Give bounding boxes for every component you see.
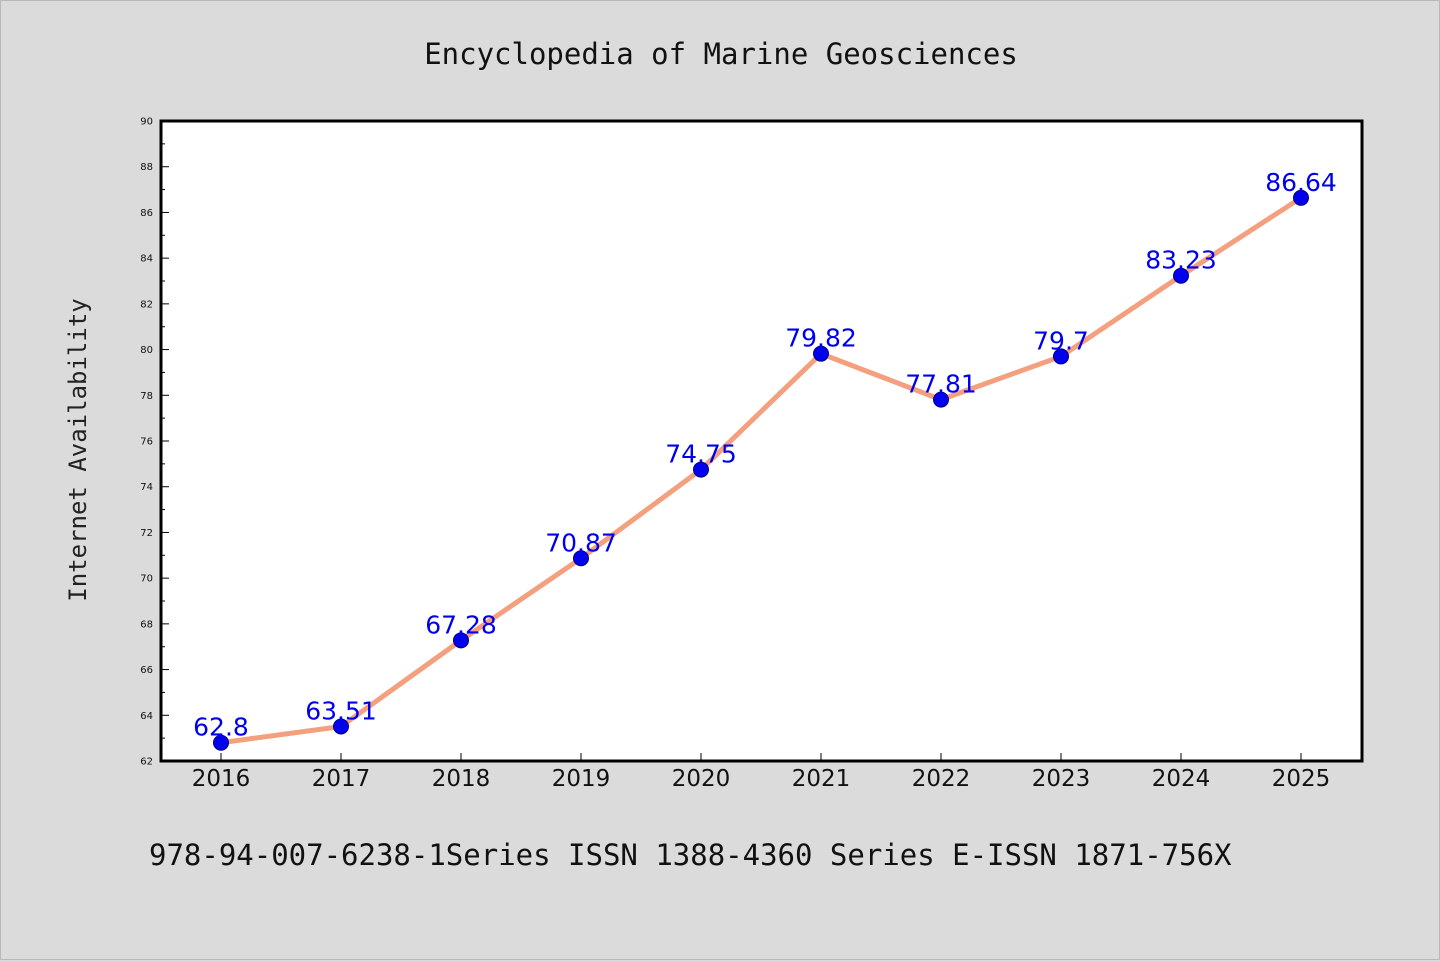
x-tick-label: 2023: [1032, 766, 1091, 792]
data-point-marker: [813, 345, 829, 362]
data-label: 79.82: [785, 324, 857, 353]
x-tick-label: 2025: [1272, 766, 1331, 792]
y-tick-label: 82: [140, 299, 153, 310]
isbn-issn-footer: 978-94-007-6238-1Series ISSN 1388-4360 S…: [149, 838, 1232, 872]
data-label: 77.81: [905, 370, 977, 399]
y-tick-label: 80: [140, 345, 153, 356]
data-point-marker: [453, 632, 469, 649]
y-tick-label: 78: [140, 391, 153, 402]
y-tick-label: 62: [140, 757, 153, 768]
data-label: 62.8: [193, 713, 249, 742]
x-tick-label: 2020: [672, 766, 731, 792]
data-point-marker: [693, 461, 709, 478]
data-label: 79.7: [1033, 326, 1089, 355]
data-point-marker: [573, 550, 589, 567]
data-point-marker: [1053, 348, 1069, 365]
y-axis-label: Internet Availability: [64, 298, 92, 601]
y-tick-label: 84: [140, 254, 153, 265]
data-label: 86.64: [1265, 168, 1337, 197]
x-tick-label: 2018: [432, 766, 491, 792]
data-point-marker: [333, 718, 349, 735]
x-tick-label: 2016: [192, 766, 251, 792]
y-tick-label: 64: [140, 711, 153, 722]
y-tick-label: 68: [140, 619, 153, 630]
y-tick-label: 70: [140, 574, 153, 585]
plot-frame: [159, 119, 1364, 763]
data-label: 83.23: [1145, 246, 1217, 275]
y-tick-label: 74: [140, 482, 153, 493]
data-label: 74.75: [665, 440, 737, 469]
data-label: 70.87: [545, 528, 617, 557]
data-point-marker: [933, 391, 949, 408]
y-tick-label: 66: [140, 665, 153, 676]
x-tick-label: 2022: [912, 766, 971, 792]
x-tick-label: 2017: [312, 766, 371, 792]
data-label: 63.51: [305, 696, 377, 725]
y-tick-label: 90: [140, 117, 153, 128]
plot-area: 62 64 66 68 70 72 74 76 78 80 82 84 86 88 90 2016 2017 20…: [140, 117, 1364, 792]
series-line: [218, 195, 1304, 746]
data-label: 67.28: [425, 610, 497, 639]
y-tick-label: 76: [140, 437, 153, 448]
x-tick-label: 2019: [552, 766, 611, 792]
y-tick-label: 86: [140, 208, 153, 219]
y-tick-label: 88: [140, 162, 153, 173]
x-tick-label: 2024: [1152, 766, 1211, 792]
chart-title: Encyclopedia of Marine Geosciences: [424, 37, 1018, 71]
y-tick-label: 72: [140, 528, 153, 539]
x-tick-label: 2021: [792, 766, 851, 792]
data-point-marker: [213, 734, 229, 751]
data-point-marker: [1293, 189, 1309, 206]
data-point-marker: [1173, 267, 1189, 284]
